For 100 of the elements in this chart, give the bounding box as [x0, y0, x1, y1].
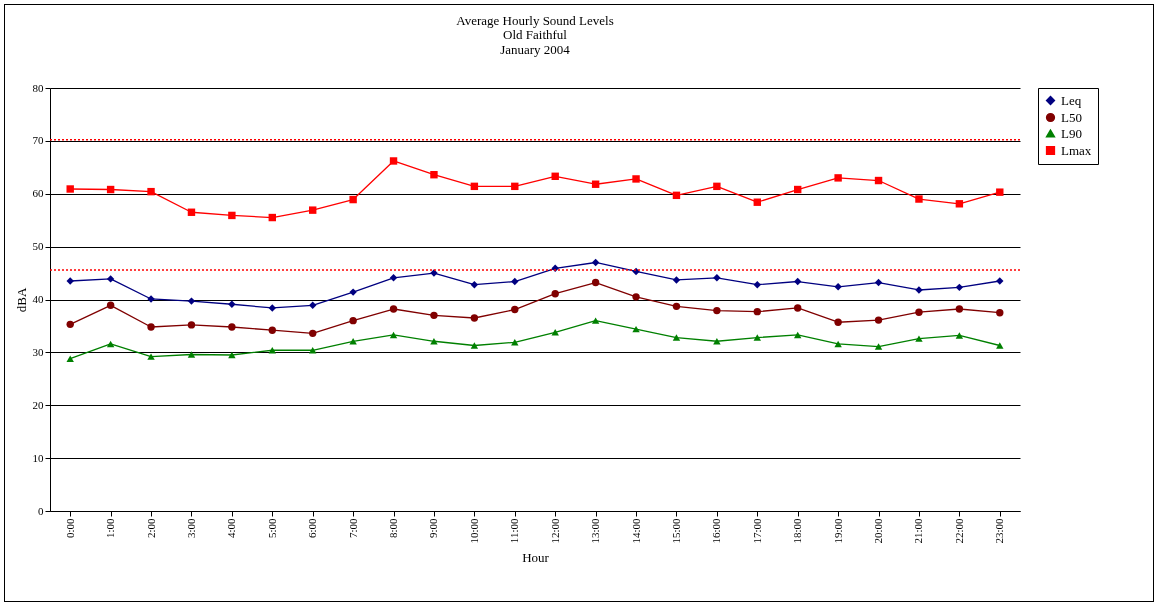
point [632, 175, 640, 183]
point [106, 340, 115, 348]
point [66, 320, 74, 329]
x-tick-label: 22:00 [952, 518, 965, 544]
y-tick-label: 60 [32, 187, 44, 200]
point [228, 351, 236, 359]
point [955, 283, 964, 292]
point [874, 278, 883, 287]
point [228, 323, 236, 331]
point [470, 314, 479, 322]
point [309, 206, 317, 214]
y-tick-label: 50 [32, 240, 44, 253]
y-tick-label: 70 [32, 134, 44, 147]
point [470, 342, 479, 349]
point [389, 331, 398, 339]
point [794, 304, 802, 312]
x-tick-label: 7:00 [346, 518, 359, 539]
point [187, 351, 196, 358]
x-tick-label: 13:00 [589, 518, 602, 544]
point [389, 305, 398, 313]
point [672, 302, 681, 311]
point [753, 334, 761, 341]
chart-subtitle: Old Faithful January 2004 [500, 27, 571, 57]
point [955, 200, 964, 208]
y-tick-label: 10 [32, 451, 44, 464]
legend-label: Leq [1061, 92, 1082, 108]
legend-label: Lmax [1061, 142, 1092, 158]
point [996, 309, 1004, 317]
point [430, 171, 438, 179]
point [470, 280, 479, 289]
point [147, 353, 155, 360]
point [591, 258, 600, 267]
x-tick-label: 19:00 [831, 518, 844, 544]
point [268, 304, 276, 312]
point [511, 277, 519, 286]
point [106, 275, 115, 283]
point [511, 305, 519, 314]
point [147, 323, 155, 331]
x-tick-label: 5:00 [265, 518, 278, 539]
point [106, 301, 115, 310]
legend-label: L50 [1061, 109, 1082, 125]
x-tick-label: 18:00 [791, 518, 804, 544]
x-tick-label: 0:00 [63, 518, 76, 539]
point [753, 280, 761, 289]
point [874, 316, 883, 324]
point [672, 334, 681, 341]
x-axis-title: Hour [522, 549, 550, 565]
point [874, 343, 883, 350]
y-tick-label: 0 [38, 504, 44, 517]
point [713, 274, 721, 282]
x-tick-label: 20:00 [872, 518, 885, 544]
point [349, 195, 357, 204]
point [66, 355, 74, 362]
point [834, 318, 842, 326]
point [228, 300, 236, 308]
x-tick-label: 14:00 [629, 518, 642, 544]
legend-label: L90 [1061, 125, 1082, 141]
chart-title: Average Hourly Sound Levels [456, 13, 614, 28]
y-tick-label: 20 [32, 398, 44, 411]
point [996, 188, 1004, 196]
x-tick-label: 21:00 [912, 518, 925, 544]
point [268, 326, 276, 334]
point [66, 185, 74, 193]
x-tick-label: 16:00 [710, 518, 723, 544]
point [713, 182, 721, 191]
point [794, 331, 802, 339]
point [187, 297, 196, 305]
point [147, 187, 155, 196]
x-tick-label: 1:00 [104, 518, 117, 539]
point [915, 335, 923, 342]
point [996, 342, 1004, 349]
point [915, 308, 923, 316]
point [551, 289, 559, 298]
point [309, 301, 317, 310]
y-axis-title: dBA [13, 287, 29, 313]
point [389, 274, 398, 282]
point [834, 283, 842, 291]
point [834, 340, 842, 348]
x-tick-label: 8:00 [387, 518, 400, 539]
point [955, 305, 964, 313]
x-tick-label: 23:00 [993, 518, 1006, 544]
point [349, 316, 357, 325]
x-tick-label: 3:00 [184, 518, 197, 539]
x-tick-label: 9:00 [427, 518, 440, 539]
point [187, 321, 196, 329]
point [389, 157, 398, 165]
x-tick-label: 4:00 [225, 518, 238, 539]
point [591, 317, 600, 324]
point [713, 306, 721, 315]
point [794, 277, 802, 286]
point [511, 339, 519, 346]
y-tick-label: 80 [32, 81, 44, 94]
point [915, 195, 923, 203]
point [955, 332, 964, 339]
y-tick-label: 30 [32, 345, 44, 358]
point [228, 211, 236, 220]
point [672, 276, 681, 284]
x-tick-label: 6:00 [306, 518, 319, 539]
point [753, 307, 761, 316]
point [834, 174, 842, 182]
